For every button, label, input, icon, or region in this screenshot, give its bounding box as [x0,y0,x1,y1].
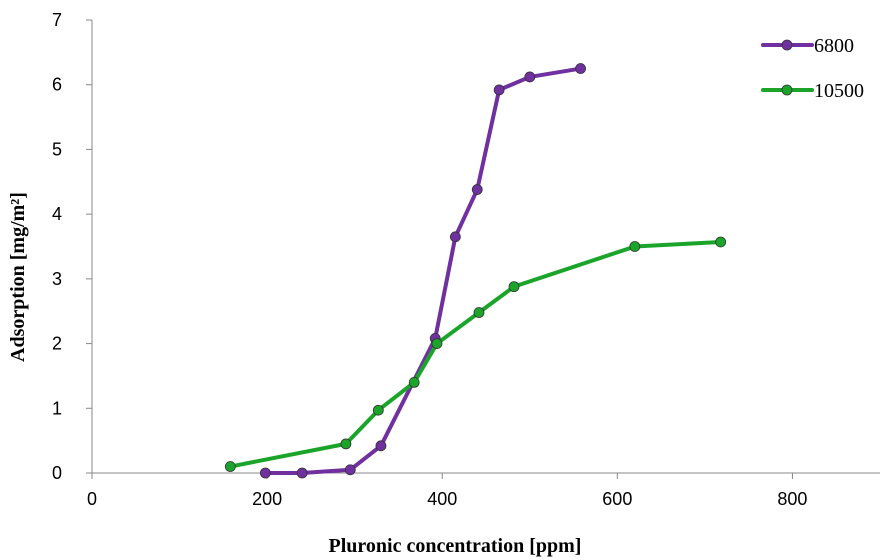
y-tick-label: 6 [52,75,62,95]
data-point [408,376,420,388]
data-point [575,63,586,74]
data-point [372,404,384,416]
y-tick-label: 5 [52,139,62,159]
data-point [224,461,236,472]
data-point [715,236,727,248]
data-point [524,71,536,83]
data-point [340,438,352,450]
y-tick-label: 7 [52,10,62,30]
data-point [629,241,641,252]
legend-label: 10500 [814,80,864,102]
axes: 0 1 2 3 4 5 6 7 0 200 400 600 800 [52,10,880,509]
data-point [375,440,387,452]
data-point [344,464,356,476]
series-6800 [259,63,586,479]
y-tick-label: 1 [52,398,62,418]
x-tick-label: 400 [427,489,457,509]
data-point [493,84,505,96]
data-point [431,338,443,349]
legend-item-10500: 10500 [761,80,864,102]
x-axis-title: Pluronic concentration [ppm] [329,535,582,557]
series-line [263,66,583,475]
data-point [473,307,485,318]
x-tick-label: 600 [602,489,632,509]
data-point [508,281,520,293]
y-axis-title: Adsorption [mg/m²] [7,192,29,362]
series-10500 [224,236,727,472]
series-line [228,239,723,469]
data-point [471,184,483,195]
x-tick-label: 0 [87,489,97,509]
legend-swatch-marker [781,84,793,96]
data-point [296,467,308,479]
x-tick-label: 800 [777,489,807,509]
y-tick-label: 4 [52,204,62,224]
legend-label: 6800 [814,35,854,57]
data-point [449,231,461,243]
data-point [259,467,271,479]
legend: 6800 10500 [761,35,864,102]
legend-swatch-marker [781,39,793,51]
y-tick-label: 0 [52,463,62,483]
series-layer [224,63,727,479]
y-tick-label: 3 [52,269,62,289]
legend-item-6800: 6800 [761,35,854,57]
y-tick-label: 2 [52,334,62,354]
x-tick-label: 200 [252,489,282,509]
